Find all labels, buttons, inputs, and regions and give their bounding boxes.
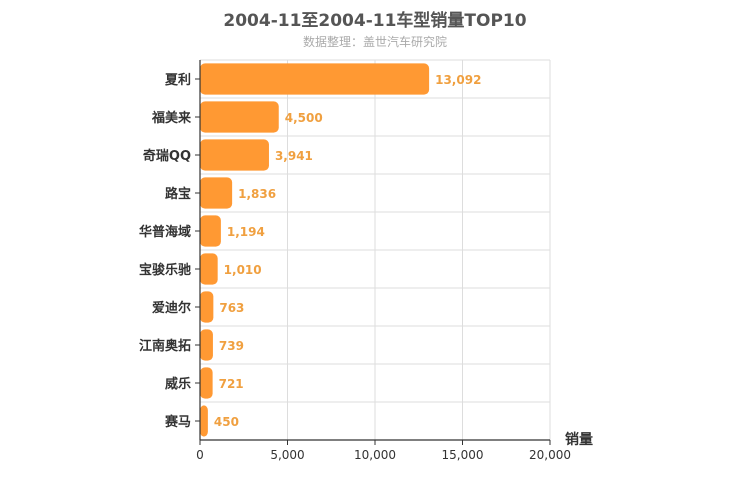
x-tick-label: 0	[196, 448, 204, 462]
category-label: 爱迪尔	[152, 300, 191, 316]
data-label: 1,836	[238, 187, 276, 201]
bar	[200, 63, 430, 95]
data-label: 3,941	[275, 149, 313, 163]
bar	[200, 291, 214, 323]
x-tick-label: 5,000	[270, 448, 304, 462]
category-label: 赛马	[164, 414, 191, 430]
bar	[200, 253, 218, 285]
category-label: 江南奥拓	[139, 338, 191, 354]
data-label: 1,010	[224, 263, 262, 277]
category-label: 夏利	[164, 72, 191, 88]
bar	[200, 367, 213, 399]
data-label: 13,092	[435, 73, 481, 87]
category-label: 奇瑞QQ	[143, 148, 191, 164]
data-labels: 13,092 4,500 3,941 1,836 1,194 1,010 763 739 721…	[214, 73, 482, 429]
data-label: 739	[219, 339, 244, 353]
data-label: 450	[214, 415, 239, 429]
bar	[200, 177, 233, 209]
bars	[200, 63, 430, 437]
bar	[200, 329, 213, 361]
bar	[200, 405, 208, 437]
category-label: 宝骏乐驰	[139, 262, 191, 278]
category-label: 威乐	[165, 376, 191, 392]
category-label: 华普海域	[139, 224, 191, 240]
x-tick-label: 15,000	[442, 448, 484, 462]
bar	[200, 215, 221, 247]
chart-subtitle: 数据整理：盖世汽车研究院	[302, 35, 447, 49]
x-axis-title: 销量	[565, 431, 593, 448]
category-label: 福美来	[151, 110, 192, 126]
chart-title: 2004-11至2004-11车型销量TOP10	[223, 11, 527, 31]
data-label: 4,500	[285, 111, 323, 125]
x-tick-label: 20,000	[529, 448, 571, 462]
data-label: 1,194	[227, 225, 265, 239]
bar	[200, 101, 279, 133]
category-label: 路宝	[165, 186, 191, 202]
x-tick-label: 10,000	[354, 448, 396, 462]
data-label: 721	[219, 377, 244, 391]
data-label: 763	[219, 301, 244, 315]
bar	[200, 139, 269, 171]
